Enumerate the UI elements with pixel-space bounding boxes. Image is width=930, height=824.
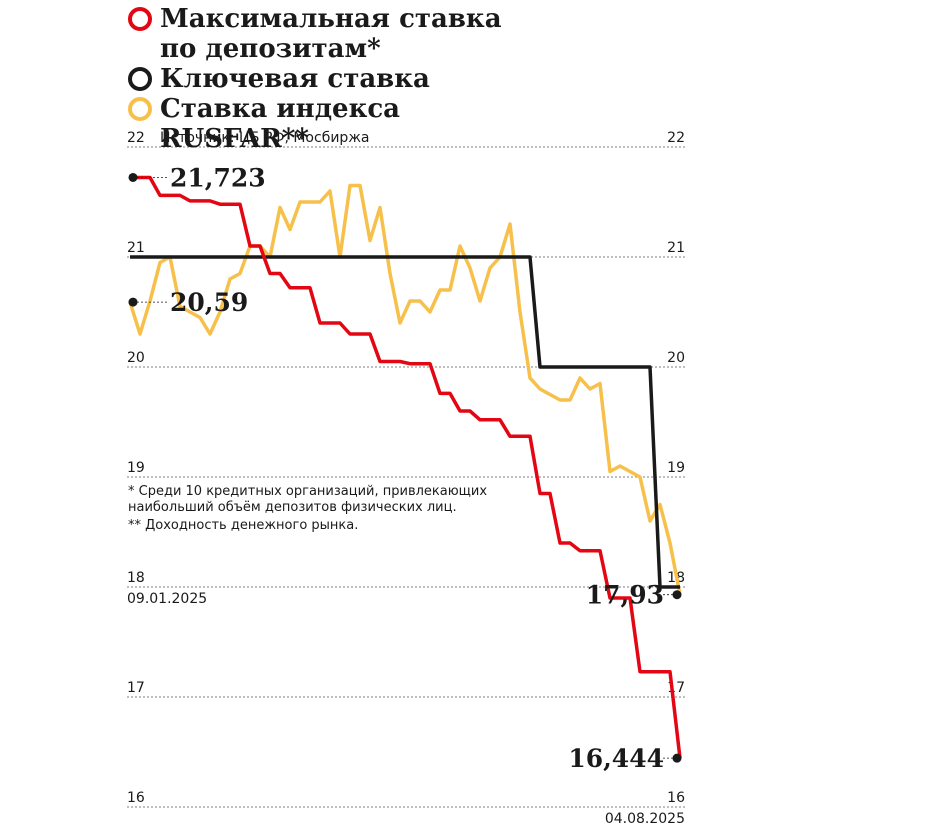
value-label: 16,444 bbox=[568, 744, 664, 773]
y-tick-label: 22 bbox=[127, 130, 145, 146]
x-tick-label: 09.01.2025 bbox=[127, 591, 207, 607]
legend: Максимальная ставка по депозитам* Ключева… bbox=[128, 4, 540, 154]
y-tick-label: 20 bbox=[667, 350, 685, 366]
value-label: 20,59 bbox=[170, 288, 248, 317]
value-dot bbox=[128, 297, 138, 307]
series-line bbox=[130, 255, 680, 589]
series-line bbox=[130, 175, 682, 759]
value-label: 17,93 bbox=[586, 581, 664, 610]
y-tick-label: 19 bbox=[667, 460, 685, 476]
series-line bbox=[128, 183, 682, 596]
y-tick-label: 18 bbox=[127, 570, 145, 586]
legend-marker bbox=[128, 7, 152, 31]
legend-item: Ключевая ставка bbox=[128, 64, 540, 94]
value-dot bbox=[672, 590, 682, 600]
legend-marker bbox=[128, 97, 152, 121]
footnote: ** Доходность денежного рынка. bbox=[128, 518, 359, 533]
y-tick-label: 21 bbox=[667, 240, 685, 256]
source: Источник: ЦБ РФ, Мосбиржа bbox=[160, 130, 370, 146]
footnotes: * Среди 10 кредитных организаций, привле… bbox=[128, 484, 528, 536]
y-tick-label: 16 bbox=[127, 790, 145, 806]
legend-label: Ставка индекса RUSFAR** bbox=[160, 94, 401, 154]
value-label: 21,723 bbox=[170, 163, 266, 192]
legend-label: Ключевая ставка bbox=[160, 64, 430, 94]
footnote: * Среди 10 кредитных организаций, привле… bbox=[128, 484, 488, 515]
y-tick-label: 21 bbox=[127, 240, 145, 256]
y-tick-label: 20 bbox=[127, 350, 145, 366]
legend-marker bbox=[128, 67, 152, 91]
legend-item: Ставка индекса RUSFAR** bbox=[128, 94, 540, 154]
y-tick-label: 22 bbox=[667, 130, 685, 146]
value-dot bbox=[128, 172, 138, 182]
x-tick-label: 04.08.2025 bbox=[605, 811, 685, 824]
value-dot bbox=[672, 753, 682, 763]
y-tick-label: 19 bbox=[127, 460, 145, 476]
y-tick-label: 17 bbox=[127, 680, 145, 696]
y-tick-label: 16 bbox=[667, 790, 685, 806]
legend-label: Максимальная ставка по депозитам* bbox=[160, 4, 502, 64]
legend-item: Максимальная ставка по депозитам* bbox=[128, 4, 540, 64]
